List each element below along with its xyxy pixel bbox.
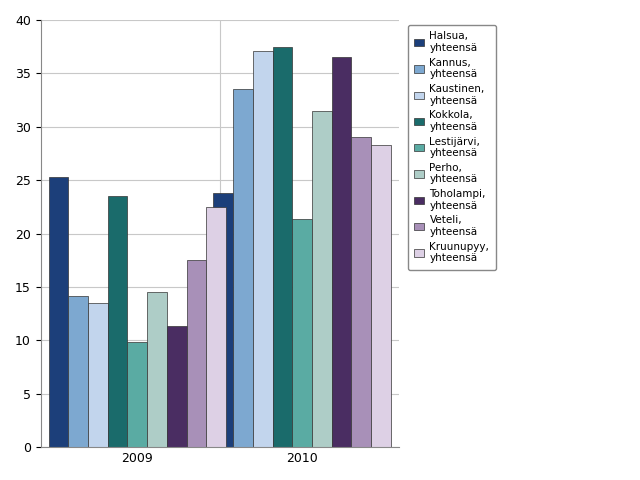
Bar — [187, 260, 206, 447]
Bar — [214, 193, 233, 447]
Bar — [371, 145, 391, 447]
Bar — [127, 343, 147, 447]
Bar — [49, 177, 68, 447]
Bar — [233, 89, 253, 447]
Bar — [206, 207, 226, 447]
Bar — [88, 303, 108, 447]
Bar — [108, 196, 127, 447]
Bar — [68, 296, 88, 447]
Bar — [351, 137, 371, 447]
Bar — [332, 58, 351, 447]
Bar — [273, 47, 292, 447]
Bar — [147, 292, 167, 447]
Bar — [312, 111, 332, 447]
Legend: Halsua,
yhteensä, Kannus,
yhteensä, Kaustinen,
yhteensä, Kokkola,
yhteensä, Lest: Halsua, yhteensä, Kannus, yhteensä, Kaus… — [408, 25, 495, 270]
Bar — [253, 51, 273, 447]
Bar — [167, 326, 187, 447]
Bar — [292, 218, 312, 447]
